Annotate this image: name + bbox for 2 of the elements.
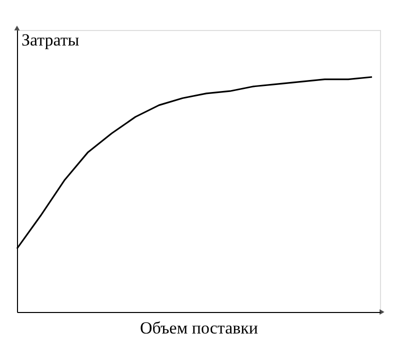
x-axis-title: Объем поставки: [140, 318, 258, 338]
y-axis-title: Затраты: [22, 30, 80, 50]
